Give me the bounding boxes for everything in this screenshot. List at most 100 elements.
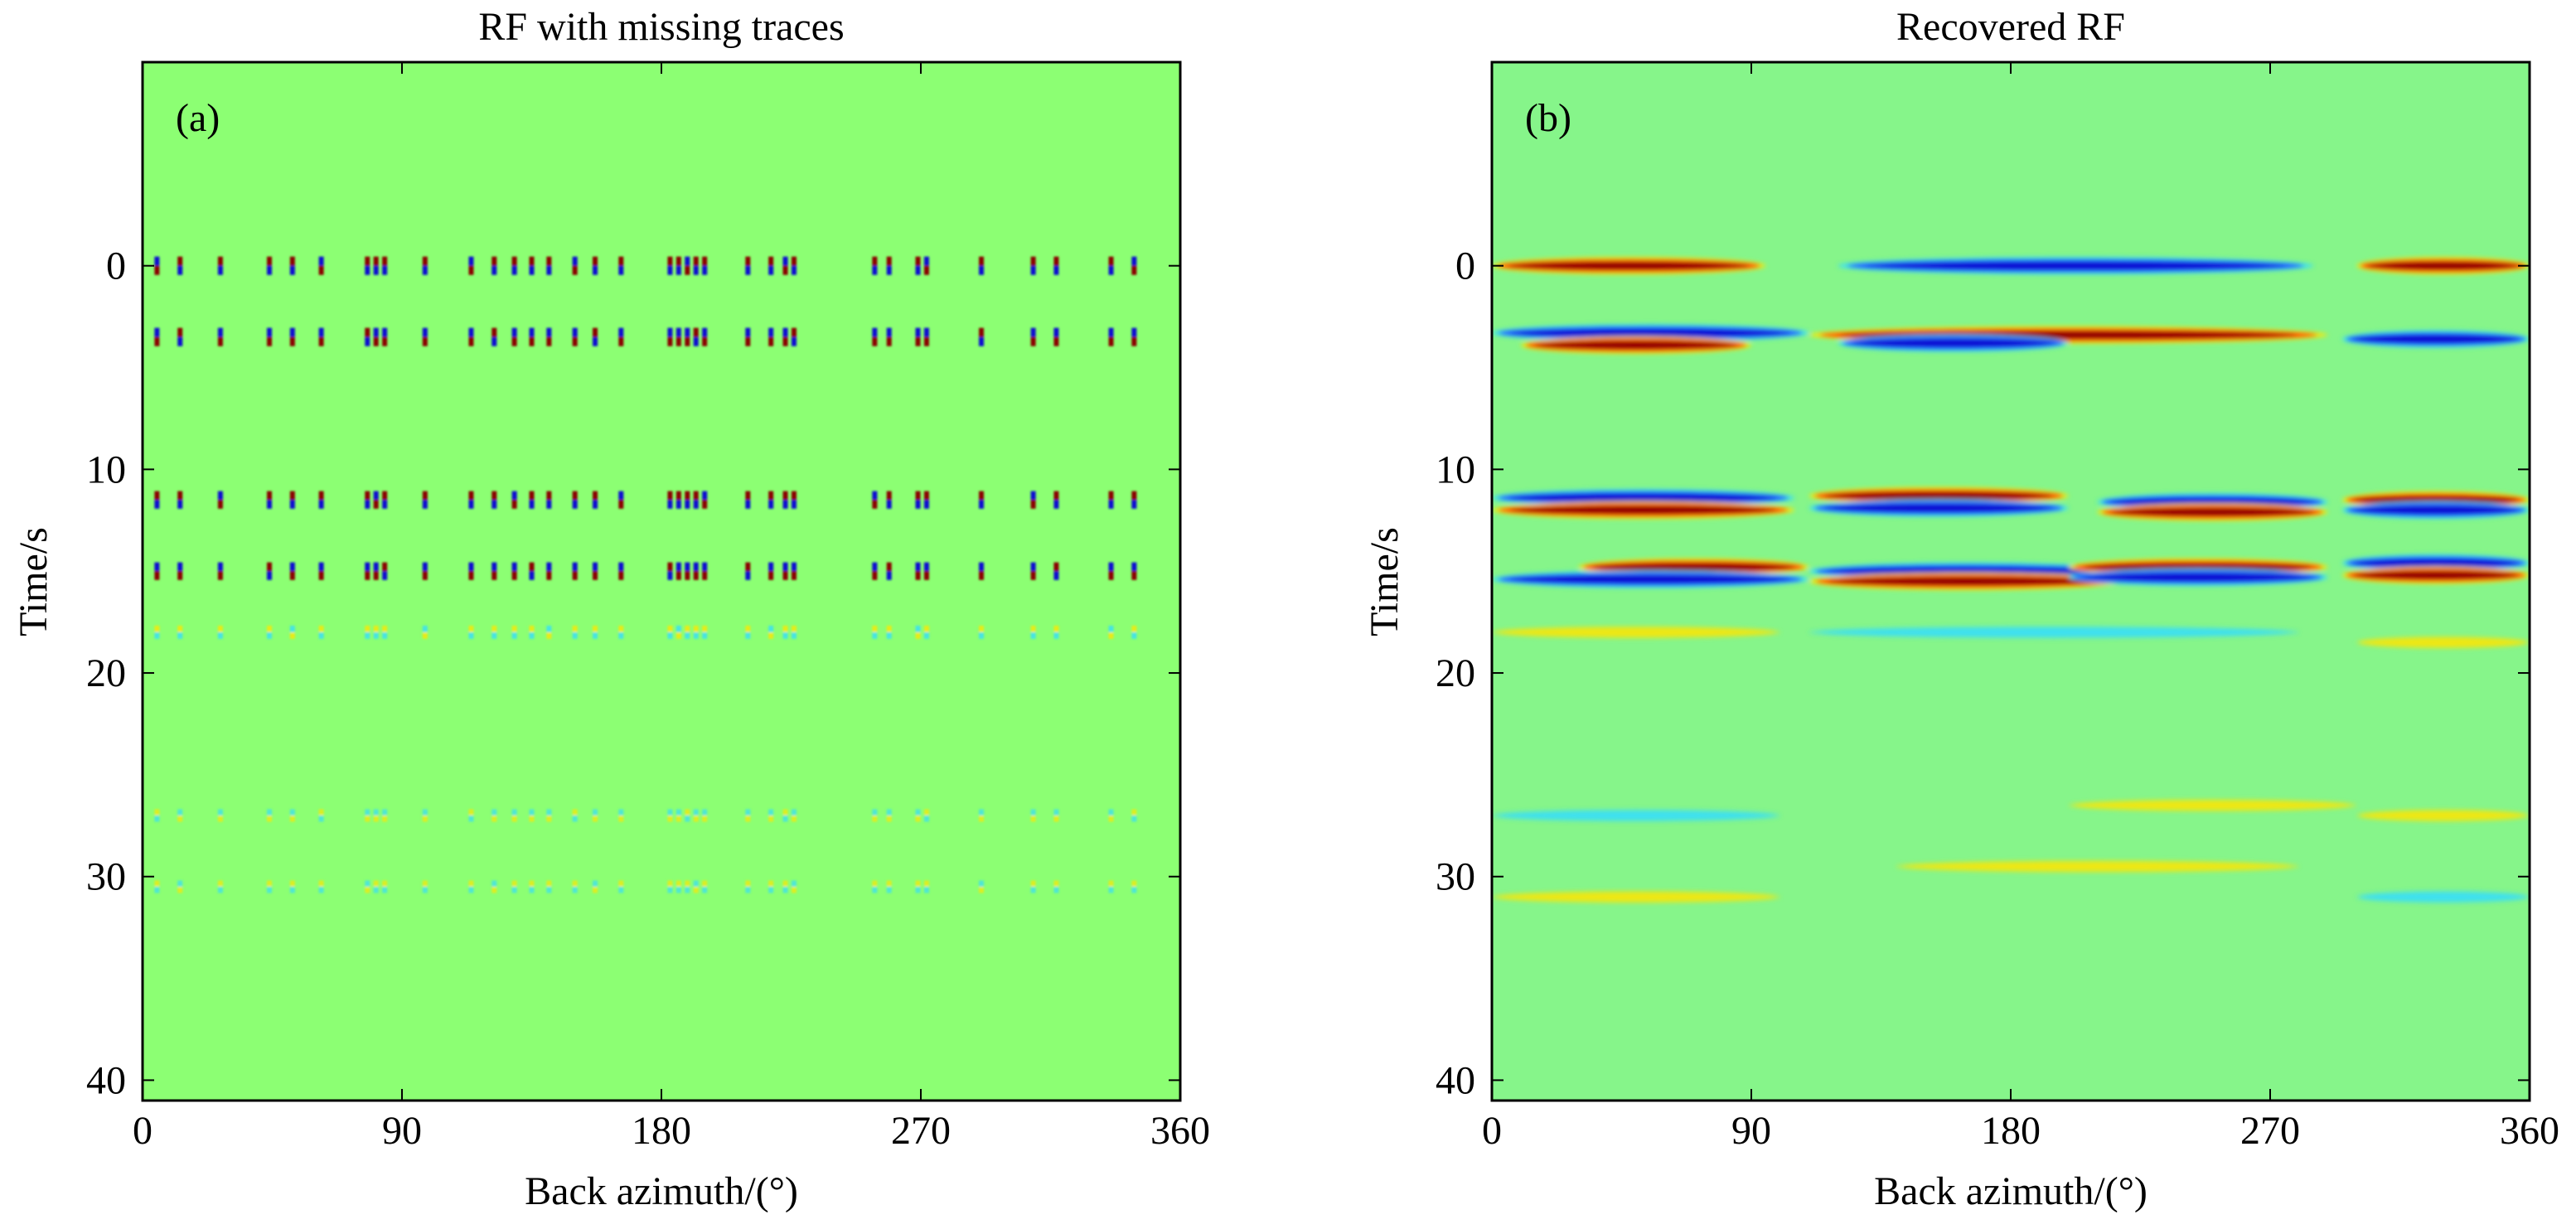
trace-segment	[365, 562, 370, 572]
trace-segment	[491, 815, 497, 822]
trace-segment	[693, 887, 699, 893]
trace-segment	[491, 562, 497, 572]
trace-segment	[667, 491, 673, 501]
trace-segment	[915, 631, 921, 639]
trace-segment	[675, 562, 681, 572]
trace-segment	[267, 336, 273, 346]
trace-segment	[1030, 631, 1036, 639]
trace-segment	[511, 880, 517, 888]
trace-segment	[782, 265, 788, 275]
x-tick-label: 90	[1731, 1109, 1771, 1153]
trace-segment	[872, 500, 878, 509]
trace-segment	[872, 562, 878, 572]
trace-segment	[217, 491, 223, 501]
trace-segment	[529, 571, 535, 580]
trace-segment	[886, 562, 892, 572]
trace-segment	[702, 491, 708, 501]
trace-segment	[685, 327, 690, 337]
trace-segment	[365, 809, 370, 816]
trace-segment	[529, 500, 535, 509]
panel-b: Recovered RF 0 90 180 270 360 0 10 20 30 40 (b) B…	[1363, 5, 2559, 1213]
trace-segment	[667, 880, 673, 888]
trace-segment	[791, 571, 797, 580]
panel-b-xlabel: Back azimuth/(°)	[1874, 1169, 2147, 1213]
trace-segment	[702, 327, 708, 337]
trace-segment	[593, 491, 598, 501]
trace-segment	[872, 265, 878, 275]
band-center	[2353, 335, 2519, 343]
trace-segment	[1108, 571, 1114, 580]
trace-segment	[382, 491, 388, 501]
trace-segment	[177, 562, 183, 572]
trace-segment	[422, 625, 428, 632]
trace-segment	[667, 265, 673, 275]
trace-segment	[693, 815, 699, 822]
band-center	[2084, 563, 2312, 572]
trace-segment	[318, 809, 324, 816]
trace-segment	[529, 631, 535, 639]
band-center	[1824, 504, 2053, 512]
y-tick-label: 40	[86, 1058, 126, 1102]
trace-segment	[373, 500, 379, 509]
trace-segment	[593, 256, 598, 266]
trace-segment	[915, 562, 921, 572]
trace-segment	[422, 491, 428, 501]
trace-segment	[373, 887, 379, 893]
trace-segment	[491, 336, 497, 346]
trace-segment	[872, 256, 878, 266]
trace-segment	[529, 625, 535, 632]
trace-segment	[915, 880, 921, 888]
band-core	[1903, 862, 2292, 871]
trace-segment	[382, 336, 388, 346]
trace-segment	[791, 491, 797, 501]
trace-segment	[782, 500, 788, 509]
trace-segment	[422, 256, 428, 266]
trace-segment	[511, 631, 517, 639]
y-tick-label: 30	[86, 855, 126, 899]
trace-segment	[768, 491, 774, 501]
panel-a-xlabel: Back azimuth/(°)	[525, 1169, 798, 1213]
x-tick-label: 270	[2240, 1109, 2300, 1153]
trace-segment	[572, 327, 578, 337]
trace-segment	[318, 491, 324, 501]
trace-segment	[675, 327, 681, 337]
trace-segment	[886, 265, 892, 275]
trace-segment	[886, 880, 892, 888]
trace-segment	[915, 887, 921, 893]
trace-segment	[593, 809, 598, 816]
trace-segment	[593, 631, 598, 639]
trace-segment	[1030, 625, 1036, 632]
trace-segment	[154, 809, 160, 816]
trace-segment	[177, 625, 183, 632]
trace-segment	[468, 571, 474, 580]
trace-segment	[546, 880, 552, 888]
trace-segment	[915, 265, 921, 275]
trace-segment	[318, 571, 324, 580]
trace-segment	[1131, 880, 1137, 888]
trace-segment	[491, 256, 497, 266]
trace-segment	[217, 256, 223, 266]
trace-segment	[782, 815, 788, 822]
trace-segment	[1053, 491, 1059, 501]
trace-segment	[289, 625, 295, 632]
trace-segment	[365, 887, 370, 893]
trace-segment	[422, 809, 428, 816]
trace-segment	[915, 571, 921, 580]
trace-segment	[318, 815, 324, 822]
trace-segment	[886, 809, 892, 816]
band-center	[1510, 575, 1790, 583]
trace-segment	[886, 327, 892, 337]
trace-segment	[1053, 631, 1059, 639]
trace-segment	[702, 625, 708, 632]
trace-segment	[618, 562, 624, 572]
trace-segment	[1108, 809, 1114, 816]
trace-segment	[791, 809, 797, 816]
trace-segment	[154, 327, 160, 337]
trace-segment	[491, 625, 497, 632]
trace-segment	[217, 327, 223, 337]
trace-segment	[1030, 327, 1036, 337]
y-tick-label: 10	[86, 448, 126, 491]
band-center	[1534, 341, 1738, 350]
trace-segment	[618, 256, 624, 266]
trace-segment	[572, 256, 578, 266]
